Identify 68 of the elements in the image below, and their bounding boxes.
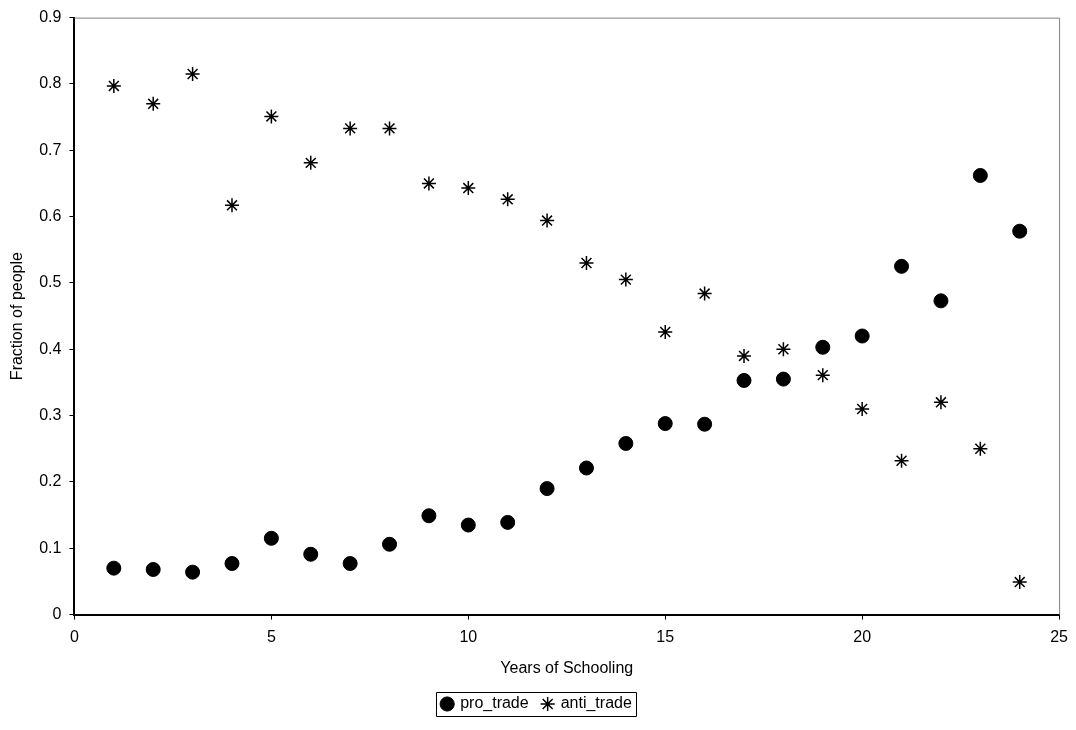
point	[972, 167, 988, 183]
point	[500, 514, 516, 530]
point	[224, 556, 240, 572]
y-tick-label: 0.8	[39, 74, 62, 92]
x-axis-title: Years of Schooling	[500, 658, 634, 676]
point	[185, 564, 201, 580]
point	[1012, 223, 1028, 239]
point	[303, 546, 319, 562]
point	[972, 441, 989, 457]
point	[933, 293, 949, 309]
point	[933, 394, 949, 411]
point	[539, 481, 555, 497]
point	[736, 372, 752, 388]
y-axis-title: Fraction of people	[8, 251, 26, 381]
point	[815, 339, 831, 355]
point	[696, 285, 713, 302]
y-tick-label: 0.1	[39, 538, 62, 556]
y-tick-label: 0.2	[39, 472, 62, 490]
y-tick-label: 0.4	[39, 339, 62, 357]
point	[697, 416, 713, 432]
point	[145, 561, 161, 577]
point	[342, 120, 358, 137]
point	[1011, 574, 1028, 590]
legend-label: anti_trade	[560, 694, 632, 713]
point	[342, 556, 358, 572]
point	[499, 191, 516, 208]
point	[382, 536, 398, 552]
point	[894, 258, 910, 274]
point	[657, 416, 673, 432]
point	[854, 328, 870, 344]
point	[184, 66, 201, 82]
point	[736, 348, 752, 364]
x-tick-label: 10	[459, 627, 478, 645]
x-tick-label: 0	[69, 627, 79, 645]
point	[263, 108, 280, 125]
y-tick-label: 0.6	[39, 207, 62, 225]
point	[539, 212, 555, 229]
point	[893, 452, 910, 469]
x-tick-label: 25	[1050, 627, 1069, 645]
y-tick-label: 0.5	[39, 273, 62, 291]
point	[775, 371, 791, 387]
point	[815, 367, 831, 383]
point	[145, 96, 161, 112]
x-tick-label: 5	[266, 627, 276, 645]
x-tick-label: 20	[853, 627, 872, 645]
x-tick-label: 15	[656, 627, 675, 645]
point	[224, 197, 240, 214]
point	[854, 401, 870, 417]
point	[775, 341, 792, 358]
point	[421, 508, 437, 524]
y-tick-label: 0.7	[39, 140, 62, 158]
y-tick-label: 0.9	[39, 8, 62, 26]
point	[657, 324, 673, 340]
point	[460, 180, 477, 196]
point	[381, 120, 398, 137]
y-tick-label: 0.3	[39, 406, 62, 424]
point	[263, 530, 279, 546]
point	[618, 271, 634, 288]
point	[578, 460, 594, 476]
legend-label: pro_trade	[460, 694, 529, 713]
point	[106, 78, 122, 94]
point	[460, 517, 476, 533]
point	[303, 155, 319, 171]
point	[618, 435, 634, 451]
point	[421, 175, 437, 192]
point	[578, 255, 595, 271]
point	[106, 560, 122, 576]
y-tick-label: 0	[52, 605, 62, 623]
